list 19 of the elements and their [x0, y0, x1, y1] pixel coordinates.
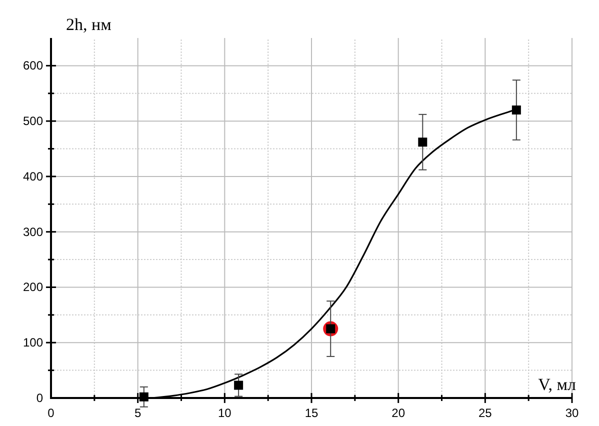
x-tick-label: 5: [134, 406, 142, 420]
y-tick-label: 600: [22, 58, 44, 73]
x-tick-label: 0: [48, 406, 55, 420]
y-tick-label: 500: [22, 114, 44, 128]
x-tick-label: 20: [392, 406, 406, 420]
y-tick-label: 300: [22, 224, 44, 239]
x-tick-label: 10: [218, 406, 232, 420]
y-tick-label: 200: [22, 280, 44, 294]
y-tick-label: 100: [22, 336, 44, 350]
y-tick-label: 400: [22, 169, 44, 184]
y-tick-label: 0: [36, 391, 44, 405]
point: [234, 380, 244, 390]
x-axis-title: V, мл: [538, 375, 577, 394]
x-tick-label: 25: [478, 406, 492, 420]
point: [418, 138, 428, 147]
x-tick-label: 30: [565, 406, 579, 420]
y-axis-title: 2h, нм: [66, 15, 112, 34]
x-tick-label: 15: [304, 406, 318, 420]
point: [512, 106, 521, 114]
